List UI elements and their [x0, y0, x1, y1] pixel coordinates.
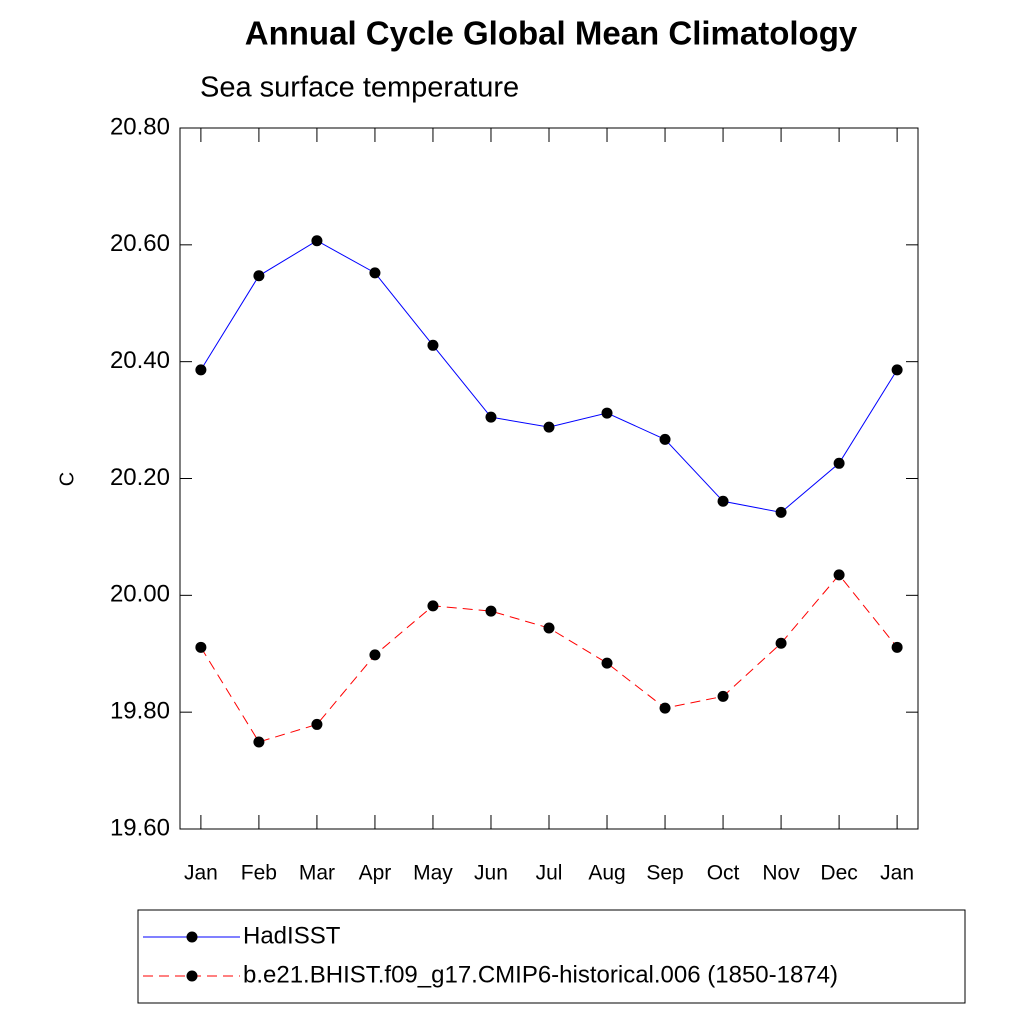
x-tick-label: Nov [762, 862, 800, 885]
data-point [195, 641, 207, 653]
data-point [659, 702, 671, 714]
chart-title: Annual Cycle Global Mean Climatology [245, 15, 858, 52]
data-point [543, 421, 555, 433]
data-point [833, 457, 845, 469]
data-point [485, 411, 497, 423]
data-point [601, 657, 613, 669]
x-tick-label: Oct [707, 862, 740, 885]
data-point [253, 736, 265, 748]
legend-marker [186, 931, 198, 943]
plot-frame [179, 127, 919, 830]
data-point [543, 622, 555, 634]
data-point [891, 364, 903, 376]
data-point [427, 600, 439, 612]
x-tick-label: Jun [474, 862, 508, 885]
x-tick-label: Jan [880, 862, 914, 885]
data-point [485, 605, 497, 617]
y-axis-label: C [56, 472, 78, 486]
data-point [311, 718, 323, 730]
legend-label: HadISST [243, 922, 341, 949]
data-point [659, 433, 671, 445]
data-point [311, 235, 323, 247]
legend-label: b.e21.BHIST.f09_g17.CMIP6-historical.006… [243, 961, 838, 988]
x-tick-label: May [413, 862, 453, 885]
data-point [369, 649, 381, 661]
x-tick-label: Feb [241, 862, 277, 885]
legend-box [137, 909, 966, 1004]
data-point [717, 690, 729, 702]
y-tick-label: 20.80 [110, 113, 170, 140]
x-tick-label: Apr [359, 862, 392, 885]
data-point [427, 339, 439, 351]
x-tick-label: Jul [536, 862, 563, 885]
x-tick-label: Sep [646, 862, 683, 885]
x-tick-label: Dec [820, 862, 857, 885]
data-point [833, 569, 845, 581]
y-tick-label: 19.80 [110, 698, 170, 725]
data-point [601, 407, 613, 419]
y-tick-label: 20.20 [110, 464, 170, 491]
data-point [775, 637, 787, 649]
legend-marker [186, 970, 198, 982]
x-tick-label: Aug [588, 862, 625, 885]
series-line [200, 574, 898, 743]
y-tick-label: 20.40 [110, 347, 170, 374]
series-line [200, 240, 898, 513]
y-tick-label: 20.60 [110, 230, 170, 257]
data-point [369, 267, 381, 279]
data-point [891, 641, 903, 653]
data-point [775, 506, 787, 518]
x-tick-label: Jan [184, 862, 218, 885]
data-point [253, 270, 265, 282]
y-tick-label: 19.60 [110, 814, 170, 841]
x-tick-label: Mar [299, 862, 335, 885]
chart-subtitle: Sea surface temperature [200, 72, 519, 104]
data-point [195, 364, 207, 376]
data-point [717, 495, 729, 507]
y-tick-label: 20.00 [110, 581, 170, 608]
